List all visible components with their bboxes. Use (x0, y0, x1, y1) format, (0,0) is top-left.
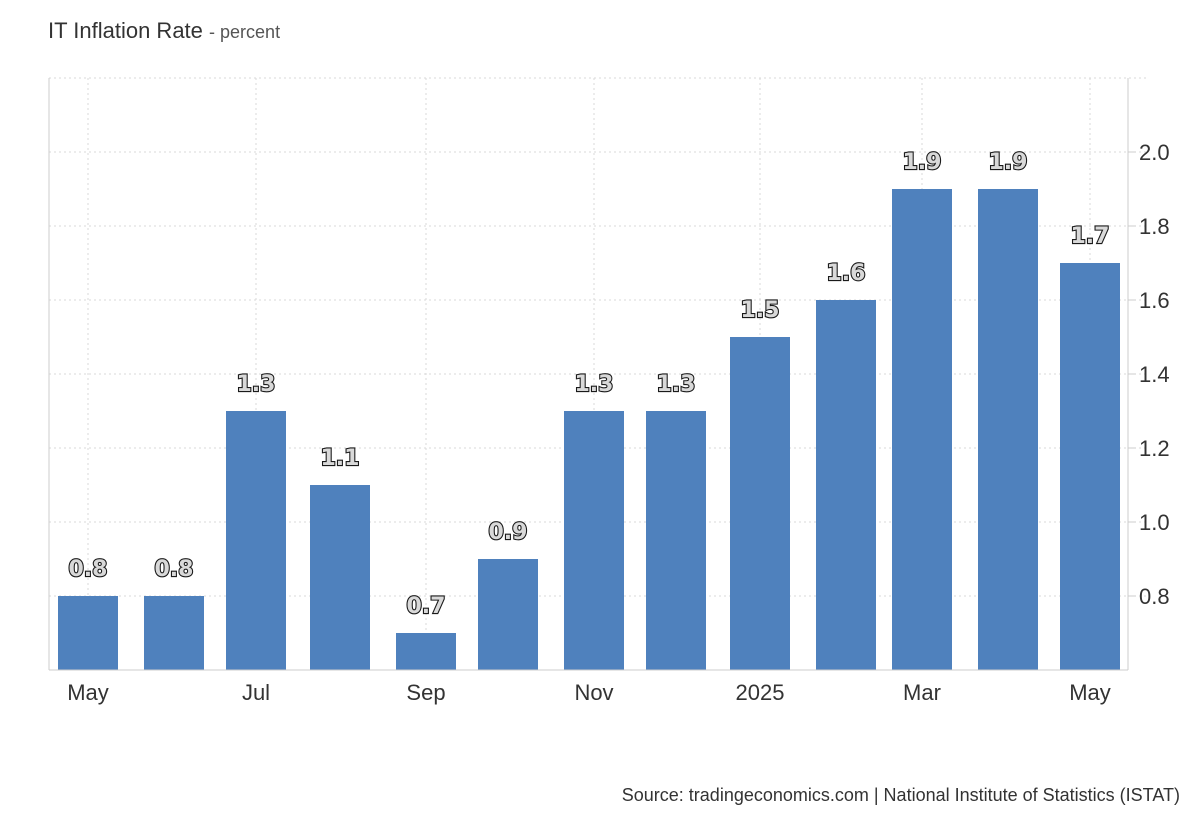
data-label: 1.5 (741, 298, 780, 323)
x-tick-label: Nov (574, 680, 613, 705)
x-tick-label: Mar (903, 680, 941, 705)
bar (396, 633, 456, 670)
x-axis-labels: May Jul Sep Nov 2025 Mar May (67, 680, 1111, 705)
bar (144, 596, 204, 670)
y-tick-label: 2.0 (1139, 140, 1170, 165)
data-labels: 0.8 0.8 1.3 1.1 0.7 0.9 1.3 1.3 1.5 1.6 1.9 1.9 1.7 (67, 149, 1110, 620)
bar (978, 189, 1038, 670)
x-tick-label: Sep (406, 680, 445, 705)
bar (816, 300, 876, 670)
x-tick-label: May (67, 680, 109, 705)
y-tick-label: 1.0 (1139, 510, 1170, 535)
data-label: 0.8 (155, 557, 194, 582)
x-tick-label: May (1069, 680, 1111, 705)
data-label: 1.6 (827, 261, 866, 286)
y-axis-labels: 0.8 1.0 1.2 1.4 1.6 1.8 2.0 (1139, 140, 1170, 609)
data-label: 1.9 (989, 150, 1028, 175)
y-tick-label: 1.8 (1139, 214, 1170, 239)
data-label: 1.3 (575, 372, 614, 397)
bar (478, 559, 538, 670)
bars (58, 189, 1120, 670)
data-label: 1.3 (657, 372, 696, 397)
bar (892, 189, 952, 670)
x-tick-label: 2025 (736, 680, 785, 705)
axes (48, 78, 1136, 671)
data-label: 0.9 (489, 520, 528, 545)
data-label: 1.9 (903, 150, 942, 175)
data-label: 0.7 (407, 594, 446, 619)
bar (564, 411, 624, 670)
y-tick-label: 1.6 (1139, 288, 1170, 313)
data-label: 1.3 (237, 372, 276, 397)
bar (58, 596, 118, 670)
y-tick-label: 0.8 (1139, 584, 1170, 609)
data-label: 1.7 (1071, 224, 1110, 249)
data-label: 0.8 (69, 557, 108, 582)
source-note: Source: tradingeconomics.com | National … (621, 785, 1180, 805)
data-label: 1.1 (321, 446, 360, 471)
bar (1060, 263, 1120, 670)
bar (310, 485, 370, 670)
chart-unit: - percent (209, 22, 281, 42)
x-tick-label: Jul (242, 680, 270, 705)
bar-chart: 0.81.01.21.41.61.82.0 May Jul Sep Nov 2025 Ma… (48, 77, 1170, 705)
chart-title-text: IT Inflation Rate (48, 18, 203, 43)
y-tick-label: 1.2 (1139, 436, 1170, 461)
chart-title: IT Inflation Rate - percent (48, 18, 280, 44)
y-tick-label: 1.4 (1139, 362, 1170, 387)
bar (226, 411, 286, 670)
bar (730, 337, 790, 670)
bar (646, 411, 706, 670)
